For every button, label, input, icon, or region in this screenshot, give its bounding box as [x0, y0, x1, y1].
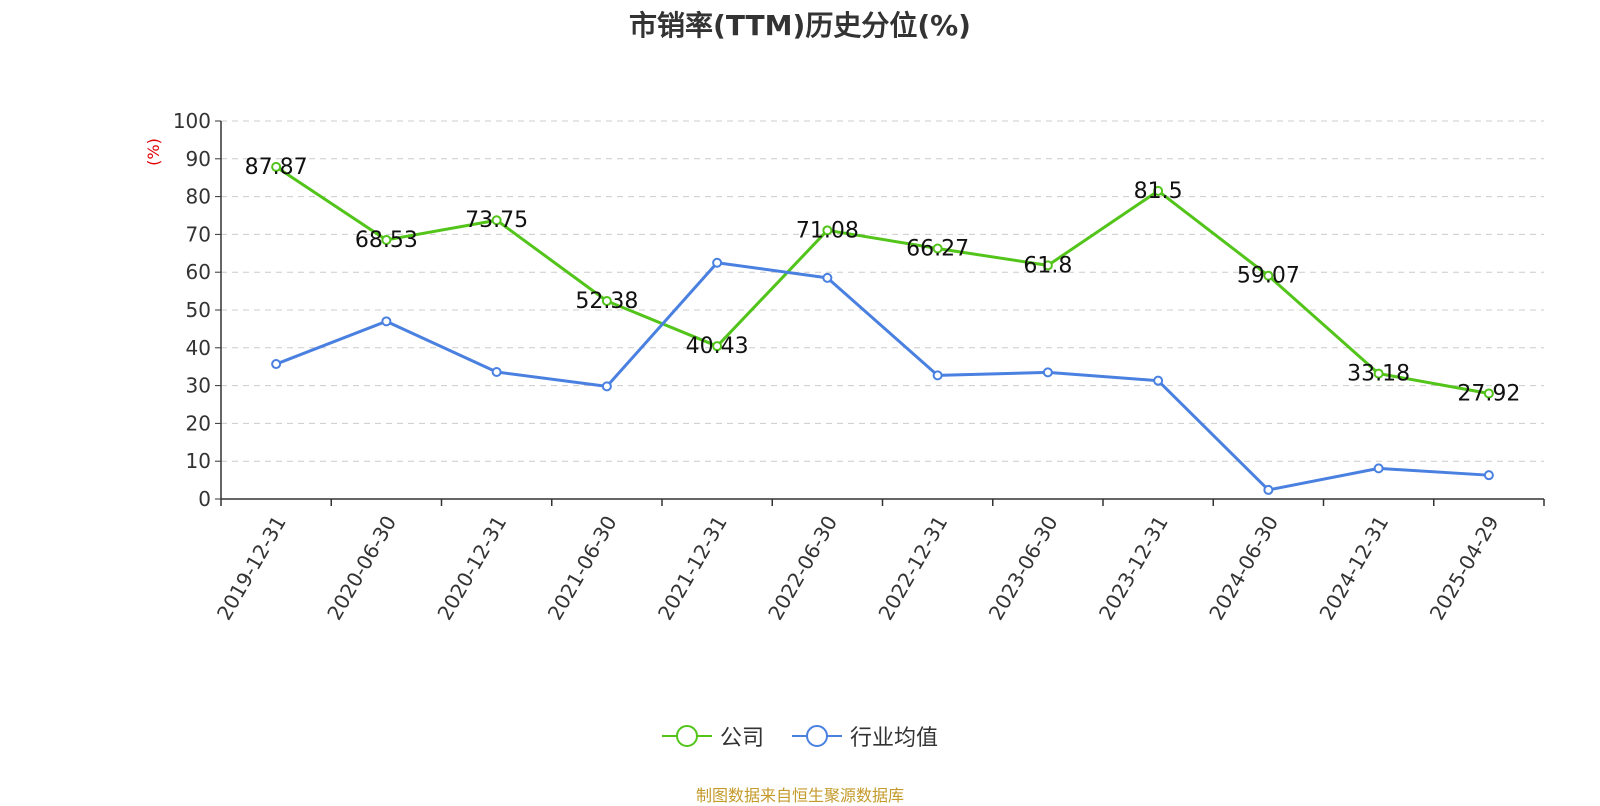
- data-point: [381, 316, 392, 327]
- y-tick-label: 20: [186, 411, 211, 435]
- data-point: [1483, 388, 1494, 399]
- x-tick-label: 2021-12-31: [653, 512, 732, 625]
- y-tick-label: 50: [186, 298, 211, 322]
- data-label: 87.87: [245, 155, 308, 180]
- legend-marker-industry-icon: [792, 725, 842, 747]
- x-tick-label: 2019-12-31: [212, 512, 291, 625]
- y-tick-label: 70: [186, 222, 211, 246]
- data-point: [271, 359, 282, 370]
- data-label: 40.43: [686, 334, 749, 359]
- x-tick-label: 2024-12-31: [1314, 512, 1393, 625]
- x-tick-label: 2020-06-30: [322, 512, 401, 625]
- legend-label-industry-average: 行业均值: [850, 726, 939, 751]
- data-point: [712, 341, 723, 352]
- data-point: [822, 272, 833, 283]
- data-point: [491, 215, 502, 226]
- y-tick-label: 30: [186, 374, 211, 398]
- data-label: 71.08: [796, 218, 859, 243]
- data-point: [822, 225, 833, 236]
- data-point: [932, 370, 943, 381]
- data-point: [932, 243, 943, 254]
- y-axis-label: (%): [144, 138, 163, 166]
- series-line-1: [275, 261, 1489, 492]
- series-line-0: [275, 165, 1490, 395]
- source-note: 制图数据来自恒生聚源数据库: [695, 786, 904, 805]
- data-point: [1263, 484, 1274, 495]
- data-point: [1042, 260, 1053, 271]
- series-lines: [271, 161, 1494, 495]
- legend: 公司 行业均值: [0, 720, 1600, 752]
- y-tick-label: 90: [186, 147, 211, 171]
- data-point: [1263, 270, 1274, 281]
- data-label: 59.07: [1237, 264, 1300, 289]
- legend-marker-company-icon: [661, 725, 712, 747]
- data-point: [601, 381, 612, 392]
- data-label: 66.27: [906, 236, 969, 261]
- legend-item-industry-average[interactable]: 行业均值: [792, 720, 938, 752]
- x-tick-label: 2025-04-29: [1425, 512, 1504, 625]
- data-label: 27.92: [1457, 381, 1520, 406]
- legend-label-company: 公司: [719, 726, 764, 751]
- x-tick-label: 2020-12-31: [432, 512, 511, 625]
- data-label: 52.38: [575, 289, 638, 314]
- x-tick-label: 2022-06-30: [763, 512, 842, 625]
- chart-title: 市销率(TTM)历史分位(%): [629, 9, 971, 42]
- data-label: 33.18: [1347, 362, 1410, 387]
- y-tick-label: 10: [186, 449, 211, 473]
- y-tick-label: 40: [186, 336, 211, 360]
- data-point: [712, 257, 723, 268]
- x-tick-label: 2022-12-31: [873, 512, 952, 625]
- data-label: 61.8: [1023, 253, 1072, 278]
- y-tick-label: 60: [186, 260, 211, 284]
- x-tick-label: 2024-06-30: [1204, 512, 1283, 625]
- data-point: [491, 366, 502, 377]
- data-point: [1373, 463, 1384, 474]
- data-point: [271, 161, 282, 172]
- x-tick-label: 2023-12-31: [1094, 512, 1173, 625]
- data-point: [381, 234, 392, 245]
- x-tick-label: 2021-06-30: [543, 512, 622, 625]
- data-labels: 87.87 68.53 73.75 52.38 40.43 71.08 66.27 61.8 8…: [245, 155, 1521, 407]
- data-point: [1373, 368, 1384, 379]
- data-label: 81.5: [1134, 179, 1183, 204]
- data-point: [1483, 470, 1494, 481]
- grid-lines: [221, 120, 1544, 462]
- y-tick-label: 0: [198, 487, 211, 511]
- y-tick-label: 80: [186, 185, 211, 209]
- data-point: [1153, 185, 1164, 196]
- data-label: 73.75: [465, 208, 528, 233]
- data-point: [1042, 367, 1053, 378]
- axes: 0 10 20 30 40 50 60 70 80 90 100 2019-12-31 2020-06-…: [173, 109, 1545, 625]
- data-label: 68.53: [355, 228, 418, 253]
- data-point: [601, 296, 612, 307]
- y-tick-label: 100: [173, 109, 211, 133]
- data-point: [1153, 375, 1164, 386]
- x-tick-label: 2023-06-30: [984, 512, 1063, 625]
- legend-item-company[interactable]: 公司: [661, 720, 764, 752]
